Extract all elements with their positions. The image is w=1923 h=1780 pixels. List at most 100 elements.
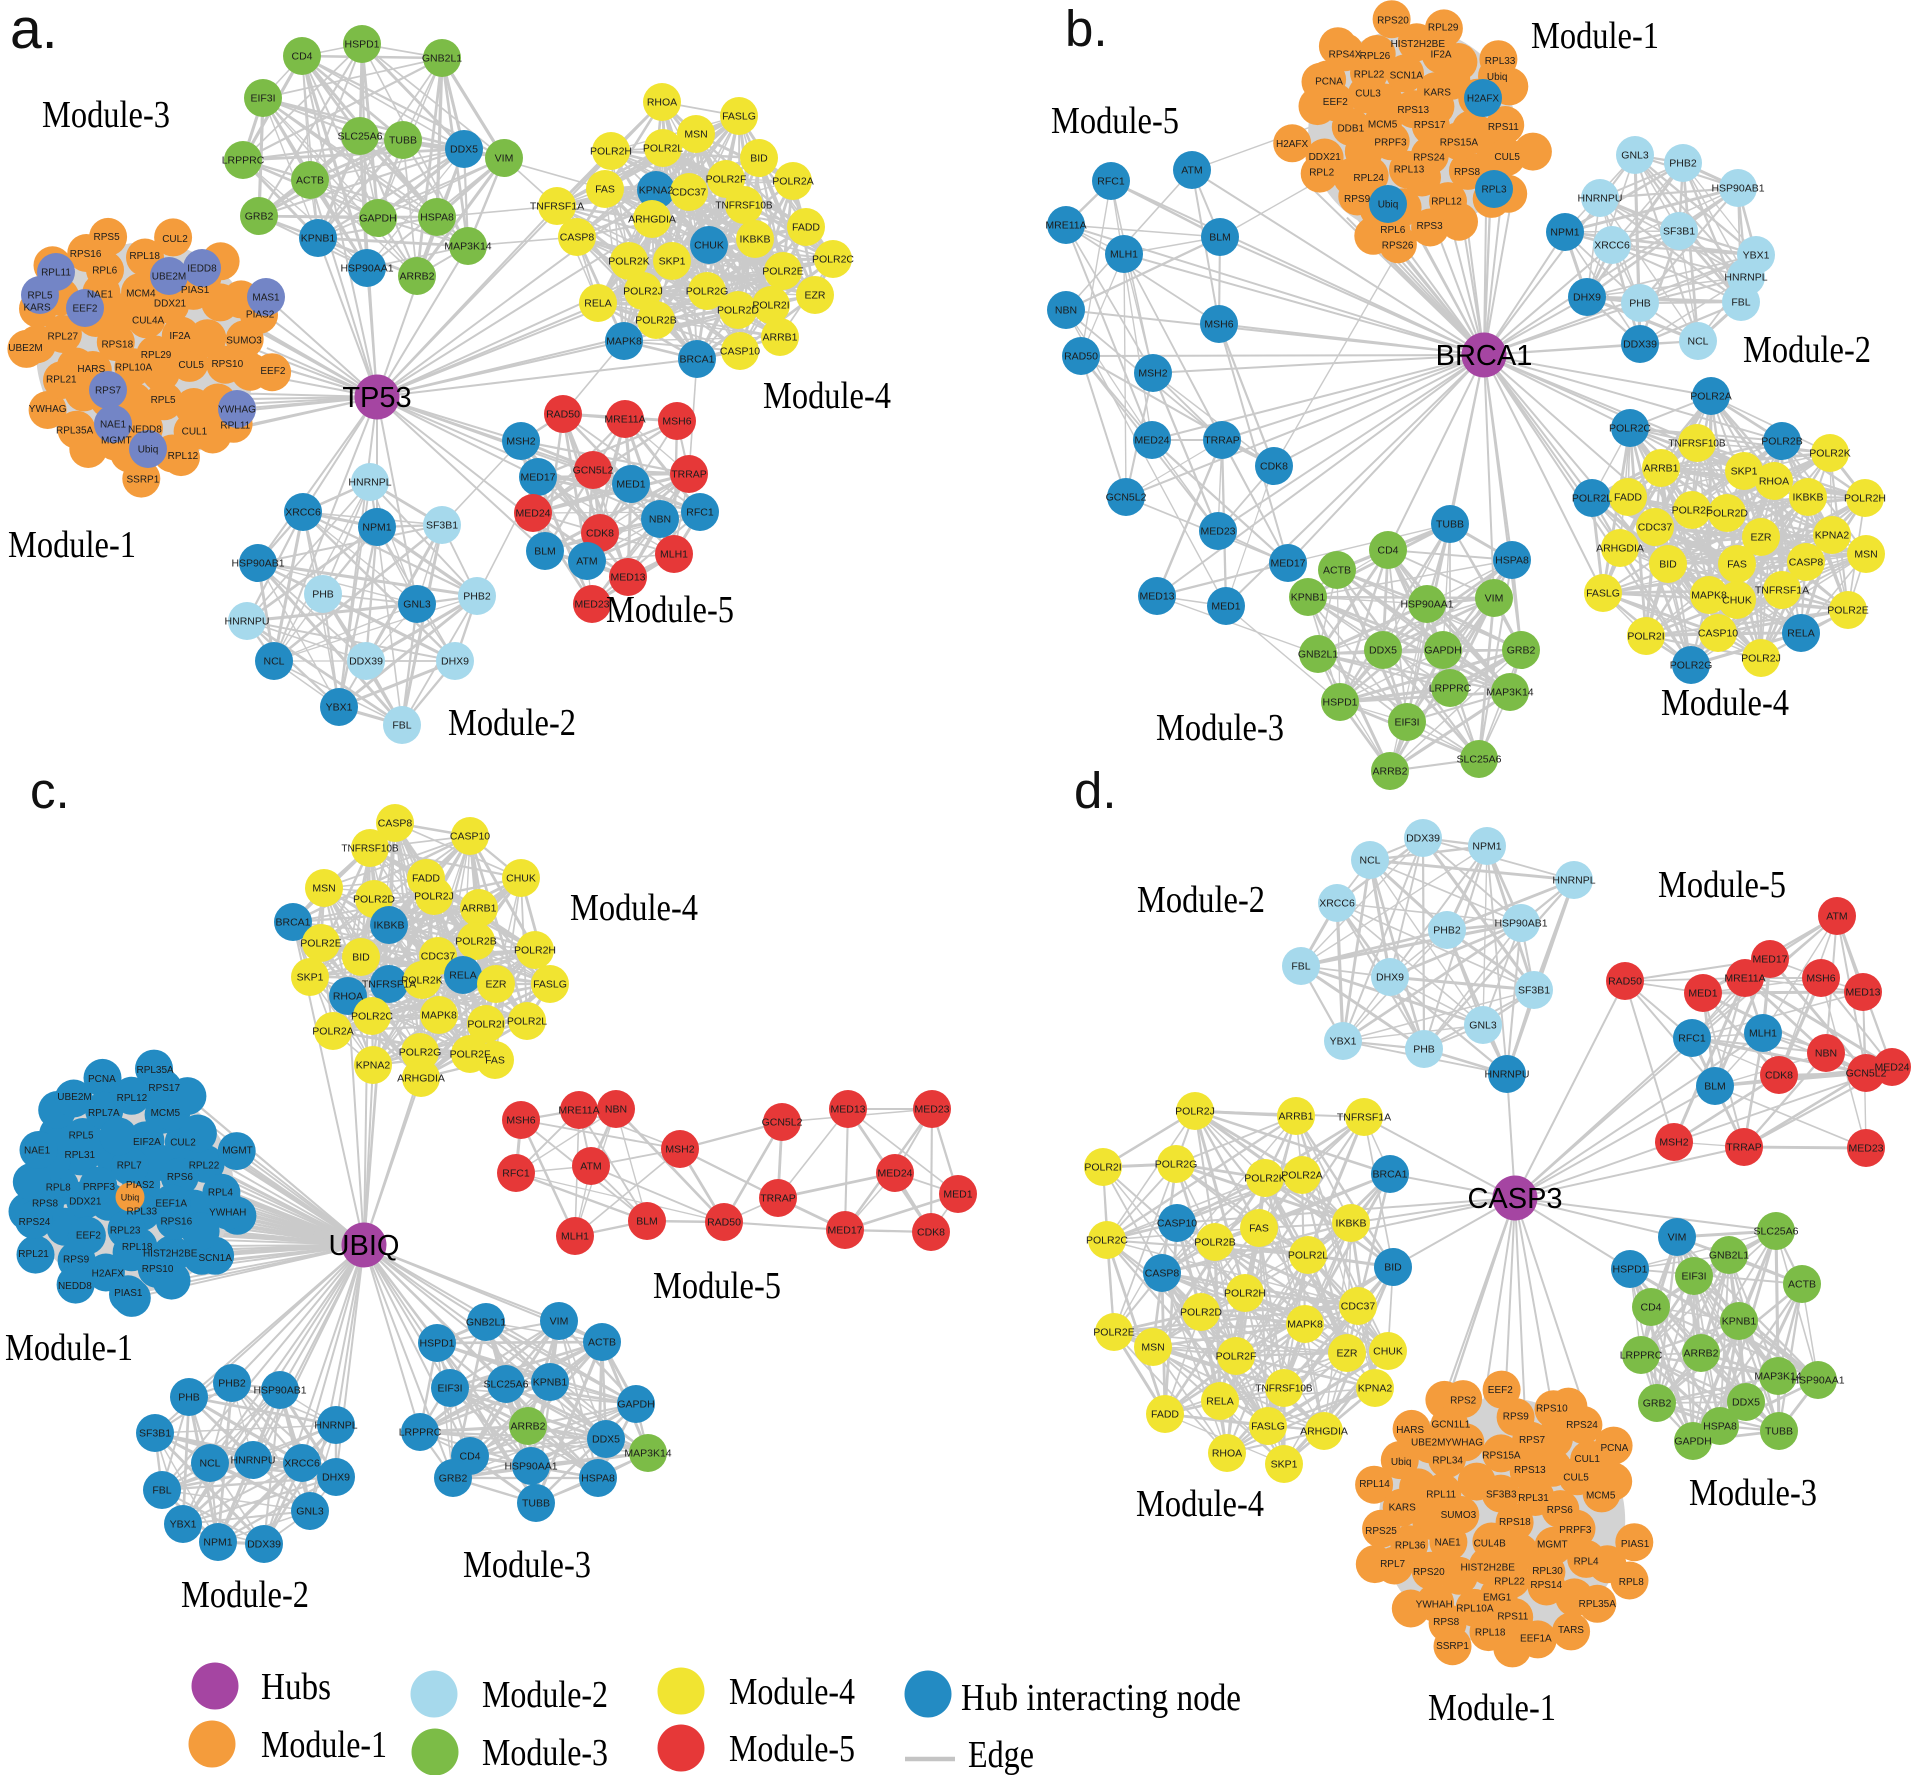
svg-text:TNFRSF10B: TNFRSF10B xyxy=(715,201,773,212)
svg-text:TRRAP: TRRAP xyxy=(1726,1142,1762,1154)
svg-text:SSRP1: SSRP1 xyxy=(127,474,160,485)
svg-text:CDK8: CDK8 xyxy=(917,1227,945,1239)
svg-text:HIST2H2BE: HIST2H2BE xyxy=(1460,1563,1515,1574)
svg-text:MED17: MED17 xyxy=(1270,558,1305,570)
svg-text:MRE11A: MRE11A xyxy=(604,414,645,426)
svg-text:Module-4: Module-4 xyxy=(1661,682,1789,724)
svg-text:MED1: MED1 xyxy=(943,1189,972,1201)
svg-text:DHX9: DHX9 xyxy=(441,656,469,668)
svg-text:MED17: MED17 xyxy=(520,472,555,484)
svg-text:POLR2G: POLR2G xyxy=(399,1047,442,1059)
svg-text:Module-5: Module-5 xyxy=(729,1728,855,1770)
svg-text:HSP90AA1: HSP90AA1 xyxy=(1400,599,1453,611)
svg-text:Module-4: Module-4 xyxy=(570,887,698,929)
svg-text:Module-1: Module-1 xyxy=(5,1327,133,1369)
svg-text:VIM: VIM xyxy=(1485,593,1504,605)
svg-text:SLC25A6: SLC25A6 xyxy=(1457,754,1502,766)
svg-text:SLC25A6: SLC25A6 xyxy=(1754,1226,1799,1238)
svg-text:RPS17: RPS17 xyxy=(1414,120,1446,131)
svg-text:YWHAG: YWHAG xyxy=(29,404,67,415)
svg-text:CUL1: CUL1 xyxy=(1574,1454,1600,1465)
svg-text:DDX39: DDX39 xyxy=(1623,339,1657,351)
svg-text:SF3B3: SF3B3 xyxy=(1486,1489,1517,1500)
svg-text:POLR2L: POLR2L xyxy=(643,143,683,155)
svg-text:XRCC6: XRCC6 xyxy=(284,1458,320,1470)
svg-text:RPS10: RPS10 xyxy=(211,359,243,370)
svg-text:POLR2L: POLR2L xyxy=(1288,1250,1328,1262)
svg-text:RPL18: RPL18 xyxy=(122,1242,153,1253)
svg-text:PHB2: PHB2 xyxy=(218,1378,246,1390)
svg-text:POLR2A: POLR2A xyxy=(312,1026,353,1038)
svg-text:YWHAG: YWHAG xyxy=(218,405,256,416)
svg-text:VIM: VIM xyxy=(495,153,514,165)
svg-text:MSH2: MSH2 xyxy=(1659,1137,1688,1149)
svg-text:EEF2: EEF2 xyxy=(260,366,285,377)
svg-text:POLR2G: POLR2G xyxy=(686,286,729,298)
svg-text:GAPDH: GAPDH xyxy=(617,1399,654,1411)
svg-text:POLR2K: POLR2K xyxy=(608,256,649,268)
svg-text:FASLG: FASLG xyxy=(533,979,567,991)
svg-text:TUBB: TUBB xyxy=(1436,519,1464,531)
svg-text:NAE1: NAE1 xyxy=(87,290,114,301)
svg-text:RELA: RELA xyxy=(584,298,611,310)
svg-text:RPL26: RPL26 xyxy=(1360,51,1391,62)
svg-text:HARS: HARS xyxy=(77,364,105,375)
svg-text:POLR2F: POLR2F xyxy=(706,174,747,186)
svg-text:YBX1: YBX1 xyxy=(1330,1036,1357,1048)
svg-text:ARHGDIA: ARHGDIA xyxy=(628,214,676,226)
svg-text:TNFRSF1A: TNFRSF1A xyxy=(362,979,416,991)
svg-text:TNFRSF10B: TNFRSF10B xyxy=(341,844,399,855)
svg-text:CASP8: CASP8 xyxy=(378,818,413,830)
svg-text:ATM: ATM xyxy=(1826,911,1847,923)
svg-text:RPS8: RPS8 xyxy=(1433,1617,1460,1628)
svg-text:RPS26: RPS26 xyxy=(1382,241,1414,252)
svg-text:RPL14: RPL14 xyxy=(1359,1479,1390,1490)
svg-text:PCNA: PCNA xyxy=(88,1074,116,1085)
svg-text:Module-5: Module-5 xyxy=(1658,864,1786,906)
svg-text:HNRNPL: HNRNPL xyxy=(314,1420,357,1432)
svg-text:GNB2L1: GNB2L1 xyxy=(466,1317,506,1329)
svg-text:MSH2: MSH2 xyxy=(665,1144,694,1156)
svg-text:HSPD1: HSPD1 xyxy=(1612,1264,1647,1276)
svg-text:VIM: VIM xyxy=(550,1316,569,1328)
svg-text:Module-4: Module-4 xyxy=(1136,1483,1264,1525)
svg-text:MSH6: MSH6 xyxy=(1806,973,1835,985)
svg-text:RPS25: RPS25 xyxy=(1365,1526,1397,1537)
svg-text:XRCC6: XRCC6 xyxy=(285,507,321,519)
svg-text:HNRNPU: HNRNPU xyxy=(1485,1069,1530,1081)
svg-text:RFC1: RFC1 xyxy=(502,1168,530,1180)
svg-text:Module-2: Module-2 xyxy=(1743,329,1871,371)
svg-text:MED13: MED13 xyxy=(1139,591,1174,603)
svg-text:Ubiq: Ubiq xyxy=(1391,1457,1412,1468)
svg-text:POLR2C: POLR2C xyxy=(812,254,854,266)
svg-text:RHOA: RHOA xyxy=(333,991,363,1003)
svg-text:MRE11A: MRE11A xyxy=(1724,973,1765,985)
svg-text:RPL7: RPL7 xyxy=(1380,1559,1405,1570)
svg-text:RPS20: RPS20 xyxy=(1413,1567,1445,1578)
svg-text:HNRNPL: HNRNPL xyxy=(1552,875,1595,887)
svg-text:LRPPRC: LRPPRC xyxy=(399,1427,442,1439)
svg-text:RPS13: RPS13 xyxy=(1514,1465,1546,1476)
svg-text:YBX1: YBX1 xyxy=(170,1519,197,1531)
svg-text:CD4: CD4 xyxy=(1377,545,1398,557)
svg-text:TRRAP: TRRAP xyxy=(760,1193,796,1205)
svg-text:FBL: FBL xyxy=(392,720,411,732)
svg-text:RPL31: RPL31 xyxy=(65,1150,96,1161)
svg-text:POLR2H: POLR2H xyxy=(1844,493,1886,505)
svg-text:d.: d. xyxy=(1074,762,1117,819)
svg-text:SUMO3: SUMO3 xyxy=(1441,1510,1477,1521)
svg-text:PHB2: PHB2 xyxy=(463,591,491,603)
svg-text:CASP3: CASP3 xyxy=(1467,1183,1562,1215)
svg-text:MLH1: MLH1 xyxy=(1110,249,1138,261)
svg-text:RPS14: RPS14 xyxy=(1530,1580,1562,1591)
svg-text:SSRP1: SSRP1 xyxy=(1436,1641,1469,1652)
svg-text:GNL3: GNL3 xyxy=(296,1506,324,1518)
svg-text:NAE1: NAE1 xyxy=(1435,1537,1462,1548)
svg-text:BLM: BLM xyxy=(636,1216,658,1228)
svg-text:POLR2B: POLR2B xyxy=(635,315,676,327)
svg-text:CUL3: CUL3 xyxy=(1355,89,1381,100)
svg-text:PHB2: PHB2 xyxy=(1669,158,1697,170)
svg-text:KPNA2: KPNA2 xyxy=(356,1060,391,1072)
svg-text:MED24: MED24 xyxy=(1874,1062,1909,1074)
svg-text:EEF2: EEF2 xyxy=(72,304,97,315)
